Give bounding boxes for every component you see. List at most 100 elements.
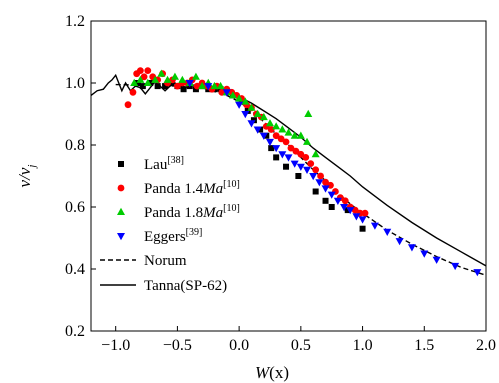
lau-point <box>344 207 351 214</box>
eggers-point <box>235 101 244 109</box>
panda-1-4-point <box>129 88 137 96</box>
lau-point <box>257 126 264 133</box>
eggers-point <box>290 160 299 168</box>
legend-panda-1-8-unit: Ma <box>202 205 223 221</box>
series-markers <box>124 67 482 277</box>
panda-1-8-point <box>191 72 200 80</box>
eggers-point <box>284 154 293 162</box>
panda-1-8-point <box>303 137 312 145</box>
eggers-point <box>327 191 336 199</box>
panda-1-4-point <box>361 209 369 217</box>
eggers-point <box>383 228 392 236</box>
panda-1-4-point <box>297 150 305 158</box>
lau-point <box>322 197 329 204</box>
eggers-point <box>204 83 213 91</box>
eggers-point <box>346 207 355 215</box>
panda-1-4-point <box>322 178 329 186</box>
panda-1-8-point <box>284 128 293 136</box>
lau-point <box>244 107 251 114</box>
eggers-point <box>340 204 349 212</box>
legend-tanna-sp-62-name: Tanna(SP-62) <box>144 278 227 294</box>
panda-1-8-point <box>241 97 250 105</box>
legend-eggers-name: Eggers <box>144 229 186 245</box>
legend-panda-1-4-label: Panda 1.4Ma[10] <box>144 179 240 197</box>
legend-panda-1-8-ref: [10] <box>223 203 240 214</box>
eggers-point <box>222 89 231 97</box>
x-tick-label: 0.0 <box>229 337 249 354</box>
panda-1-8-point <box>304 109 313 117</box>
eggers-point <box>185 80 194 88</box>
eggers-point <box>253 126 262 134</box>
panda-1-4-point <box>312 166 320 174</box>
legend-eggers-ref: [39] <box>186 227 203 238</box>
panda-1-8-point <box>163 75 172 83</box>
panda-1-8-point <box>210 81 219 90</box>
panda-1-4-point <box>124 101 132 109</box>
eggers-point <box>420 250 429 258</box>
lau-point <box>273 154 280 161</box>
lau-point <box>268 145 275 152</box>
panda-1-4-point <box>302 154 310 161</box>
eggers-point <box>395 238 404 246</box>
eggers-point <box>296 163 305 171</box>
lau-point <box>147 80 154 86</box>
panda-1-8-point <box>265 119 274 127</box>
x-tick-label: 1.5 <box>414 337 434 354</box>
panda-1-8-point <box>178 75 187 83</box>
series-lines <box>90 73 487 276</box>
lau-point <box>154 83 161 90</box>
legend-lau-label: Lau[38] <box>144 155 184 173</box>
panda-1-4-point <box>307 160 315 168</box>
eggers-point <box>259 132 268 140</box>
norum-line <box>115 83 487 276</box>
lau-point <box>328 204 335 210</box>
axis-ticks: −1.0 −0.5 0.0 0.5 1.0 1.5 2.0 0.2 0.4 0.6 0.8 1.0 1.… <box>65 13 496 354</box>
panda-1-8-point <box>247 103 256 111</box>
panda-1-8-point <box>151 75 160 83</box>
panda-1-4-point <box>140 73 148 81</box>
lau-point <box>162 83 169 90</box>
eggers-point <box>432 256 441 264</box>
panda-1-4-point <box>277 135 285 143</box>
panda-1-8-point <box>136 75 145 83</box>
legend-panda-1-8-name: Panda 1.8 <box>144 205 203 221</box>
eggers-point <box>451 262 460 271</box>
panda-1-8-point <box>216 81 225 90</box>
legend-lau-swatch <box>118 161 124 167</box>
panda-1-8-point <box>259 112 268 121</box>
x-tick-label: −0.5 <box>163 337 192 354</box>
legend-eggers-swatch <box>117 233 125 241</box>
legend-lau-ref: [38] <box>167 155 184 166</box>
panda-1-4-point <box>317 172 324 180</box>
panda-1-8-point <box>278 125 287 133</box>
panda-1-8-point <box>272 122 281 130</box>
y-tick-label: 1.2 <box>65 13 85 30</box>
panda-1-8-point <box>170 72 179 80</box>
eggers-point <box>309 173 318 181</box>
panda-1-4-point <box>272 132 280 140</box>
y-tick-label: 0.4 <box>65 261 85 278</box>
x-axis-label: W(x) <box>255 363 289 382</box>
panda-1-4-point <box>292 147 300 155</box>
panda-1-4-point <box>144 67 152 74</box>
eggers-point <box>407 244 416 252</box>
eggers-point <box>265 138 274 147</box>
panda-1-8-point <box>296 131 305 139</box>
panda-1-8-point <box>143 78 152 86</box>
eggers-point <box>278 151 287 159</box>
lau-point <box>283 163 290 170</box>
x-axis-label-main: W <box>255 363 271 382</box>
legend-panda-1-4-ref: [10] <box>223 179 240 190</box>
x-axis-label-arg: (x) <box>269 363 289 382</box>
legend-panda-1-8-label: Panda 1.8Ma[10] <box>144 203 240 221</box>
legend-norum-name: Norum <box>144 253 187 269</box>
eggers-point <box>352 213 361 221</box>
lau-point <box>180 86 187 93</box>
y-axis-label: v/vj <box>15 165 38 188</box>
eggers-point <box>358 216 367 224</box>
y-tick-label: 0.6 <box>65 199 85 216</box>
panda-1-4-point <box>341 197 349 205</box>
eggers-point <box>370 222 379 230</box>
panda-1-8-point <box>290 131 299 139</box>
